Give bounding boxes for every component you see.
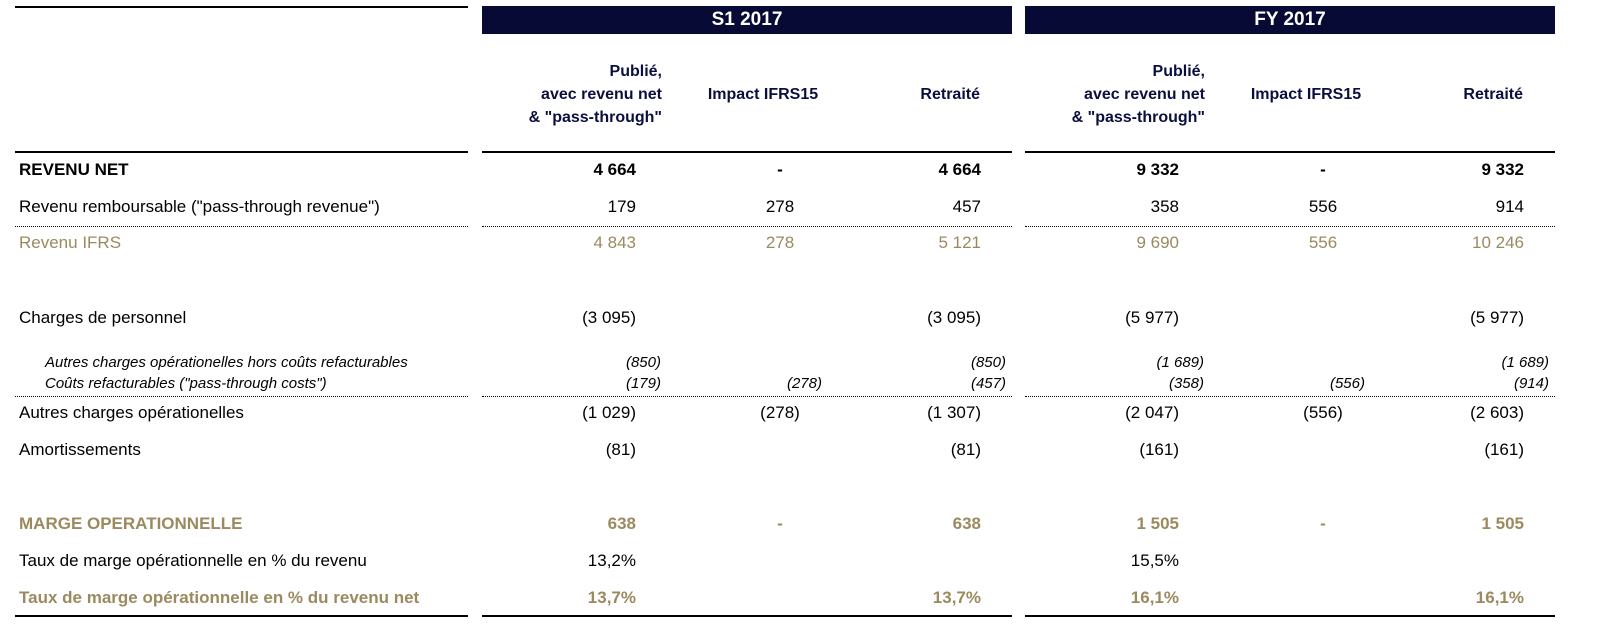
cell-value: 13,7% [932,588,981,607]
cell-value: (1 307) [927,403,981,422]
cell-value: 4 664 [593,160,636,179]
cell-value: 914 [1495,197,1524,216]
cell-value: 9 690 [1136,233,1179,252]
cell-value: 15,5% [1130,551,1179,570]
cell-value: (457) [970,375,1006,392]
cell-value: 358 [1150,197,1179,216]
column-header: Retraité [1463,85,1523,103]
cell-value: 4 664 [938,160,981,179]
cell-value: (1 689) [1501,354,1549,371]
row-label: Amortissements [19,440,141,459]
rule [15,615,468,617]
cell-value: (1 029) [582,403,636,422]
row-label: REVENU NET [19,160,129,179]
rule [15,151,468,153]
cell-value: (5 977) [1125,308,1179,327]
cell-value: (278) [786,375,822,392]
cell-value: 5 121 [938,233,981,252]
cell-value: (81) [950,440,981,459]
group-header: S1 2017 [482,6,1012,34]
row-label: Revenu IFRS [19,233,122,252]
cell-value: (179) [625,375,661,392]
rule [1025,615,1555,617]
cell-value: - [1320,160,1326,179]
cell-value: 638 [952,514,981,533]
cell-value: (1 689) [1156,354,1204,371]
cell-value: 4 843 [593,233,636,252]
cell-value: (3 095) [927,308,981,327]
cell-value: - [1320,514,1326,533]
cell-value: (3 095) [582,308,636,327]
cell-value: 1 505 [1136,514,1179,533]
rule [482,396,1012,397]
cell-value: 9 332 [1136,160,1179,179]
rule [482,226,1012,227]
cell-value: (914) [1513,375,1549,392]
cell-value: 278 [765,197,795,216]
cell-value: - [777,160,783,179]
column-header: Retraité [920,85,980,103]
column-header: Publié, avec revenu net & "pass-through" [1071,62,1205,126]
rule [482,151,1012,153]
row-label: Coûts refacturables ("pass-through costs… [45,375,327,392]
rule [1025,396,1555,397]
cell-value: 13,7% [587,588,636,607]
cell-value: (278) [760,403,800,422]
cell-value: 10 246 [1472,233,1524,252]
cell-value: (850) [625,354,661,371]
cell-value: (161) [1484,440,1524,459]
cell-value: 16,1% [1130,588,1179,607]
cell-value: (556) [1303,403,1343,422]
rule [15,226,468,227]
cell-value: 457 [952,197,981,216]
column-header: Impact IFRS15 [1250,85,1362,103]
rule [1025,226,1555,227]
group-header: FY 2017 [1025,6,1555,34]
cell-value: - [777,514,783,533]
cell-value: (2 603) [1470,403,1524,422]
column-header: Publié, avec revenu net & "pass-through" [528,62,662,126]
rule [1025,151,1555,153]
cell-value: (850) [970,354,1006,371]
column-header: Impact IFRS15 [707,85,819,103]
row-label: Revenu remboursable ("pass-through reven… [19,197,380,216]
cell-value: 556 [1308,197,1338,216]
row-label: Autres charges opérationelles [19,403,244,422]
cell-value: 556 [1308,233,1338,252]
row-label: Taux de marge opérationnelle en % du rev… [19,588,420,607]
row-label: Taux de marge opérationnelle en % du rev… [19,551,367,570]
cell-value: 13,2% [587,551,636,570]
rule [15,6,468,8]
rule [15,396,468,397]
cell-value: 638 [607,514,636,533]
row-label: Charges de personnel [19,308,187,327]
cell-value: (358) [1168,375,1204,392]
cell-value: 179 [607,197,636,216]
cell-value: (81) [605,440,636,459]
cell-value: (5 977) [1470,308,1524,327]
rule [482,615,1012,617]
row-label: MARGE OPERATIONNELLE [19,514,243,533]
cell-value: (161) [1139,440,1179,459]
row-label: Autres charges opérationelles hors coûts… [45,354,408,371]
cell-value: 9 332 [1481,160,1524,179]
cell-value: 16,1% [1475,588,1524,607]
cell-value: 1 505 [1481,514,1524,533]
cell-value: (2 047) [1125,403,1179,422]
cell-value: 278 [765,233,795,252]
cell-value: (556) [1329,375,1365,392]
